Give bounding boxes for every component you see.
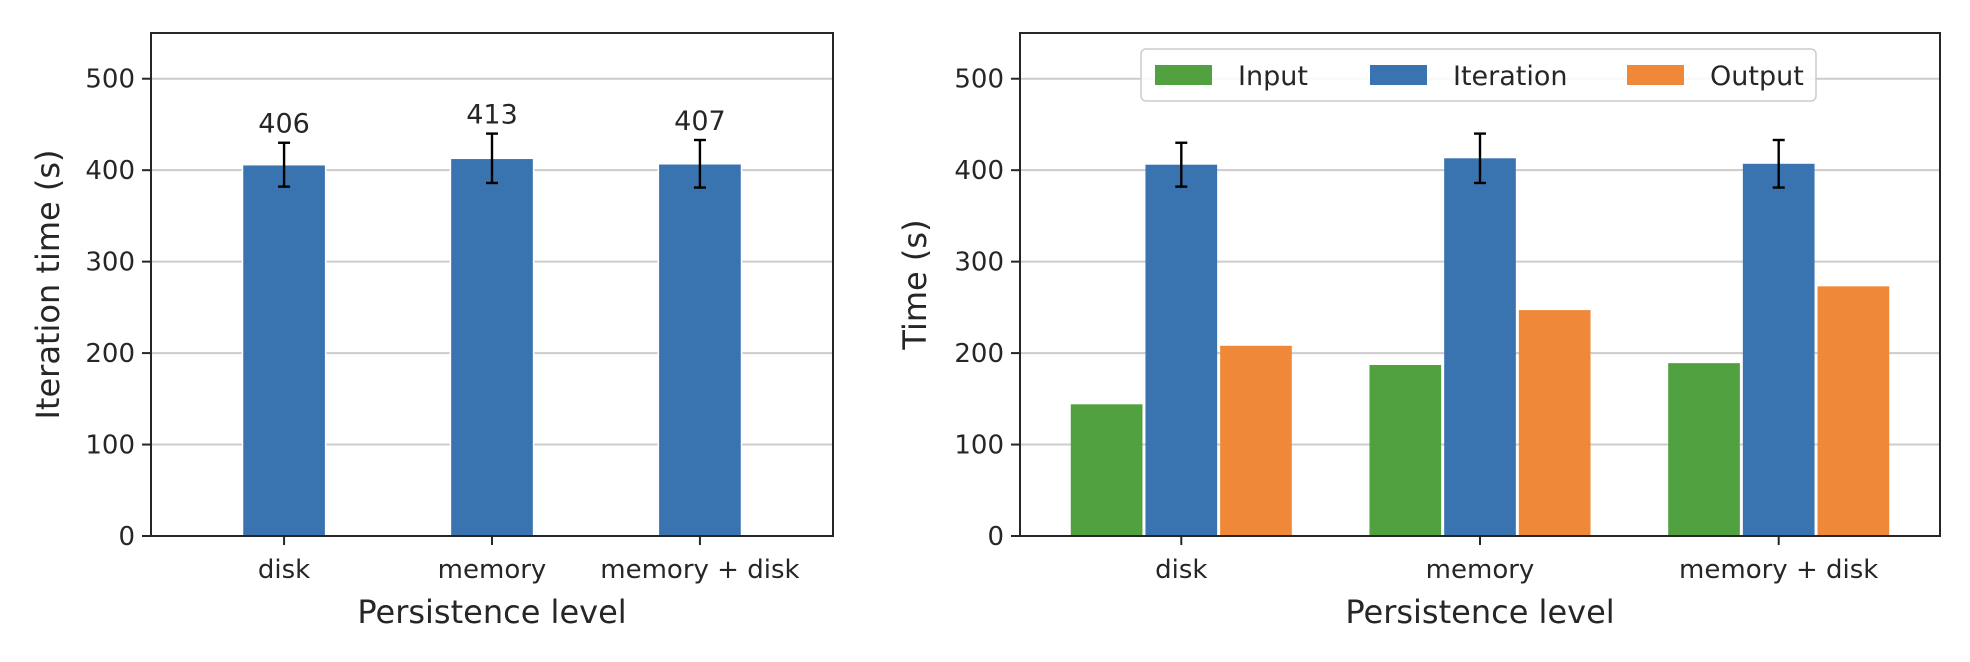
bar-disk xyxy=(241,163,327,537)
x-tick-label: disk xyxy=(258,555,310,585)
y-axis-ticks: 0 100 200 300 400 500 xyxy=(85,65,151,552)
bar-input-memory-disk xyxy=(1668,363,1740,536)
y-tick-label: 300 xyxy=(954,248,1004,278)
y-tick-label: 0 xyxy=(118,522,135,552)
y-tick-label: 300 xyxy=(85,248,135,278)
bar-input-disk xyxy=(1070,404,1143,536)
legend: Input Iteration Output xyxy=(1140,48,1817,102)
legend-swatch-output xyxy=(1627,65,1684,85)
y-axis-label: Iteration time (s) xyxy=(29,149,67,419)
y-tick-label: 400 xyxy=(85,156,135,186)
x-axis-label: Persistence level xyxy=(357,593,626,631)
y-tick-label: 0 xyxy=(987,522,1004,552)
legend-swatch-iteration xyxy=(1370,65,1427,85)
bar-iteration-disk xyxy=(1145,164,1218,536)
bar-output-memory xyxy=(1518,310,1591,536)
x-tick-label: memory xyxy=(438,555,547,585)
bars xyxy=(241,157,743,537)
legend-label-iteration: Iteration xyxy=(1453,61,1568,92)
bar-input-memory xyxy=(1369,364,1442,536)
x-axis-label: Persistence level xyxy=(1345,593,1614,631)
y-tick-label: 500 xyxy=(85,65,135,95)
y-tick-label: 100 xyxy=(85,431,135,461)
data-label-disk: 406 xyxy=(258,109,310,140)
chart-time-breakdown: 0 100 200 300 400 500 disk memory memory + disk… xyxy=(896,32,1941,631)
y-tick-label: 200 xyxy=(954,339,1004,369)
y-axis-ticks: 0 100 200 300 400 500 xyxy=(954,65,1020,552)
error-bars xyxy=(278,132,706,189)
bar-iteration-memory xyxy=(1444,158,1516,536)
x-tick-label: memory + disk xyxy=(600,555,799,585)
data-label-memory-disk: 407 xyxy=(674,106,726,137)
x-axis-ticks: disk memory memory + disk xyxy=(258,536,800,585)
y-axis-label: Time (s) xyxy=(896,219,934,350)
y-tick-label: 200 xyxy=(85,339,135,369)
bar-output-disk xyxy=(1220,345,1292,536)
legend-swatch-input xyxy=(1155,65,1212,85)
legend-label-input: Input xyxy=(1238,61,1308,92)
bar-memory xyxy=(449,157,535,537)
y-tick-label: 500 xyxy=(954,65,1004,95)
legend-label-output: Output xyxy=(1710,61,1804,92)
data-labels: 406 413 407 xyxy=(258,100,725,140)
x-tick-label: memory + disk xyxy=(1679,555,1878,585)
bars xyxy=(1070,158,1890,536)
y-tick-label: 100 xyxy=(954,431,1004,461)
x-tick-label: disk xyxy=(1155,555,1207,585)
error-bars xyxy=(1175,132,1785,189)
x-tick-label: memory xyxy=(1426,555,1535,585)
bar-iteration-memory-disk xyxy=(1742,163,1815,536)
legend-box xyxy=(1140,48,1817,102)
chart-iteration-time: 406 413 407 0 100 200 300 400 500 disk memory mem… xyxy=(29,32,834,631)
bar-output-memory-disk xyxy=(1817,286,1890,536)
bar-memory-disk xyxy=(657,163,743,537)
y-tick-label: 400 xyxy=(954,156,1004,186)
data-label-memory: 413 xyxy=(466,100,518,131)
x-axis-ticks: disk memory memory + disk xyxy=(1155,536,1878,585)
